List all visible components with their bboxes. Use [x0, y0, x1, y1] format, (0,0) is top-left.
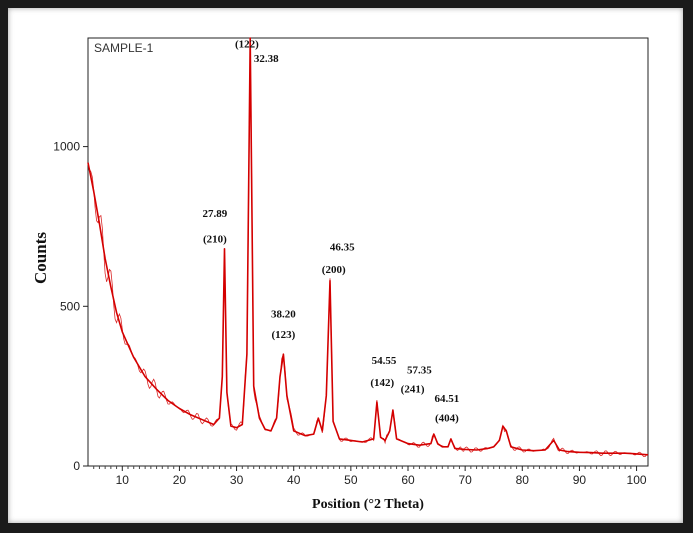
x-tick-label: 30 [230, 473, 244, 487]
diffraction-noise-trace [87, 40, 647, 457]
x-tick-label: 20 [173, 473, 187, 487]
peak-annotation: 54.55 [372, 355, 397, 367]
x-tick-label: 10 [116, 473, 130, 487]
x-tick-label: 60 [401, 473, 415, 487]
series-layer [87, 37, 649, 457]
peak-annotation: 64.51 [434, 393, 459, 405]
y-tick-label: 500 [60, 299, 80, 313]
x-tick-label: 100 [627, 473, 647, 487]
peak-annotation: (123) [272, 329, 296, 341]
chart-paper: SAMPLE-1 10 20 30 40 50 60 70 80 90 100 0 500 1000 … [8, 8, 683, 523]
y-axis-title: Counts [31, 232, 50, 284]
x-tick-label: 70 [458, 473, 472, 487]
peak-annotation: 32.38 [254, 53, 279, 65]
peak-annotation: (241) [401, 384, 425, 396]
peak-annotation: (122) [235, 39, 259, 51]
xrd-chart: SAMPLE-1 10 20 30 40 50 60 70 80 90 100 05001000 … [31, 37, 649, 512]
y-tick-label: 1000 [53, 140, 80, 154]
x-tick-label: 90 [573, 473, 587, 487]
peak-annotation: 27.89 [202, 208, 227, 220]
peak-annotation: (142) [370, 377, 394, 389]
x-axis-ticks: 10 20 30 40 50 60 70 80 90 100 [93, 466, 647, 487]
peak-annotation: 38.20 [271, 308, 296, 320]
sample-label: SAMPLE-1 [94, 41, 154, 55]
y-axis-ticks: 0 500 1000 [53, 140, 88, 473]
y-tick-label: 0 [73, 459, 80, 473]
peak-annotation: 46.35 [330, 241, 355, 253]
x-axis-title: Position (°2 Theta) [312, 497, 424, 512]
x-tick-label: 40 [287, 473, 301, 487]
diffraction-series-line [87, 37, 649, 456]
x-tick-label: 50 [344, 473, 358, 487]
peak-annotation: 57.35 [407, 364, 432, 376]
peak-annotation: (404) [435, 412, 459, 424]
x-tick-label: 80 [516, 473, 530, 487]
peak-annotation: (200) [322, 264, 346, 276]
peak-annotation: (210) [203, 233, 227, 245]
peak-annotations: (122) 32.38 27.89 (210) 46.35 (200) 38.20 (123)… [202, 39, 459, 425]
